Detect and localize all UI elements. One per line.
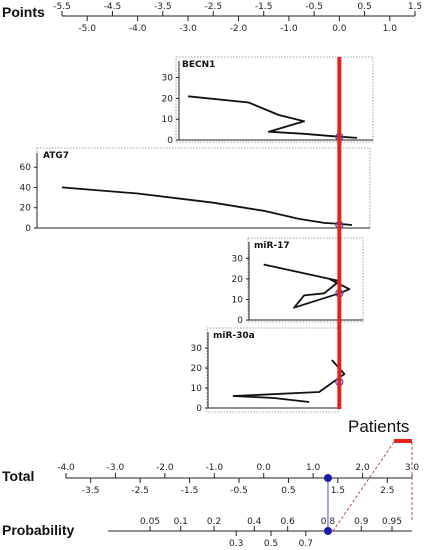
panel-frame-atg7 [36,147,371,229]
points-lower-tick-label-1: -4.0 [129,24,147,34]
probability-upper-tick-label-7: 0.95 [382,517,402,527]
probability-upper-ticks: 0.050.10.20.40.60.80.90.95 [140,517,402,531]
probability-lower-tick-label-1: 0.5 [264,539,278,549]
total-lower-tick-label-5: 1.5 [331,486,345,496]
probability-upper-tick-label-1: 0.1 [174,517,188,527]
probability-upper-tick-label-2: 0.2 [207,517,221,527]
points-upper-tick-label-5: -0.5 [305,2,323,12]
probability-upper-tick-label-6: 0.9 [354,517,369,527]
points-upper-tick-label-6: 0.5 [357,2,371,12]
panel-y-tick-label-becn1-1: 10 [162,115,174,125]
probability-axis-title: Probability [2,522,75,538]
panel-label-becn1: BECN1 [182,60,215,70]
panel-y-tick-label-mir-30a-0: 0 [196,404,202,414]
probability-lower-tick-label-0: 0.3 [229,539,243,549]
total-upper-tick-label-0: -4.0 [57,463,75,473]
panel-y-tick-label-atg7-0: 0 [25,224,31,234]
total-lower-tick-label-6: 2.5 [380,486,394,496]
total-upper-ticks: -4.0 -3.0 -2.0 -1.0 0.0 1.0 2.0 3.0 [57,463,419,478]
panel-y-tick-label-atg7-2: 40 [20,183,32,193]
points-upper-tick-label-0: -5.5 [53,2,71,12]
points-upper-tick-label-1: -4.5 [104,2,122,12]
panel-y-tick-label-becn1-0: 0 [167,136,173,146]
points-axis: Points -5.5 -4.5 -3.5 -2.5 -1.5 -0.5 0.5 1.5 -5… [2,2,422,34]
panel-y-tick-label-becn1-2: 20 [162,94,174,104]
total-lower-tick-label-1: -2.5 [131,486,149,496]
total-upper-tick-label-5: 1.0 [306,463,321,473]
points-axis-title: Points [2,4,45,20]
total-lower-ticks: -3.5 -2.5 -1.5 -0.5 0.5 1.5 2.5 [82,478,394,496]
points-lower-tick-label-2: -3.0 [179,24,197,34]
points-lower-tick-label-6: 1.0 [383,24,398,34]
probability-lower-tick-label-2: 0.7 [299,539,313,549]
total-lower-tick-label-4: 0.5 [281,486,295,496]
points-lower-tick-label-5: 0.0 [332,24,347,34]
total-lower-tick-label-2: -1.5 [181,486,199,496]
points-upper-tick-label-2: -3.5 [154,2,172,12]
panel-curve-mir-17 [263,263,351,309]
probability-upper-tick-label-3: 0.4 [247,517,262,527]
total-upper-tick-label-6: 2.0 [355,463,370,473]
panel-y-tick-label-becn1-3: 30 [162,74,174,84]
panel-curve-atg7 [61,186,353,226]
probability-upper-tick-label-4: 0.6 [281,517,296,527]
panel-y-tick-label-atg7-1: 20 [20,204,32,214]
total-axis: Total -4.0 -3.0 -2.0 -1.0 0.0 1.0 2.0 3.0 -3.5-… [2,463,419,496]
points-upper-tick-label-7: 1.5 [408,2,422,12]
points-upper-tick-label-3: -2.5 [205,2,223,12]
panel-curve-mir-30a [232,359,346,403]
total-upper-tick-label-3: -1.0 [206,463,224,473]
points-lower-tick-label-3: -2.0 [230,24,248,34]
panel-y-tick-label-mir-17-2: 20 [232,275,244,285]
panel-mir-30a: miR-30a 0 10 20 30 [191,327,346,414]
patients-callout-line-left [332,441,395,532]
probability-axis: Probability 0.050.10.20.40.60.80.90.95 0… [2,517,412,549]
total-axis-title: Total [2,468,34,484]
points-lower-tick-label-4: -1.0 [280,24,298,34]
panel-y-tick-label-atg7-3: 60 [20,163,32,173]
patients-label: Patients [348,417,409,436]
panel-y-tick-label-mir-17-3: 30 [232,254,244,264]
panel-y-tick-label-mir-30a-1: 10 [191,384,203,394]
panel-curve-becn1 [188,95,358,139]
panel-y-tick-label-mir-30a-2: 20 [191,364,203,374]
predictor-panels: BECN10102030ATG70204060miR-170102030miR-… [20,56,374,414]
panel-mir-17: miR-17 0 10 20 30 [232,237,364,326]
patients-callout: Patients [332,417,413,532]
probability-marker [323,527,332,535]
panel-label-atg7: ATG7 [43,151,69,161]
probability-upper-tick-label-0: 0.05 [140,517,160,527]
points-lower-tick-label-0: -5.0 [78,24,96,34]
probability-lower-ticks: 0.3 0.5 0.7 [229,531,313,549]
panel-atg7: ATG7 0 20 40 60 [20,147,371,234]
points-upper-ticks: -5.5 -4.5 -3.5 -2.5 -1.5 -0.5 0.5 1.5 [53,2,422,16]
total-lower-tick-label-0: -3.5 [82,486,100,496]
panel-y-tick-label-mir-17-1: 10 [232,295,244,305]
total-marker [323,474,332,482]
panel-label-mir-17: miR-17 [254,241,290,251]
total-upper-tick-label-2: -2.0 [156,463,174,473]
total-upper-tick-label-4: 0.0 [257,463,272,473]
panel-label-mir-30a: miR-30a [213,331,255,341]
panel-y-tick-label-mir-30a-3: 30 [191,344,203,354]
total-upper-tick-label-1: -3.0 [107,463,125,473]
total-lower-tick-label-3: -0.5 [230,486,248,496]
points-lower-ticks: -5.0 -4.0 -3.0 -2.0 -1.0 0.0 1.0 [78,16,397,34]
points-upper-tick-label-4: -1.5 [255,2,273,12]
panel-frame-mir-17 [247,237,364,323]
panel-y-tick-label-mir-17-0: 0 [237,316,243,326]
